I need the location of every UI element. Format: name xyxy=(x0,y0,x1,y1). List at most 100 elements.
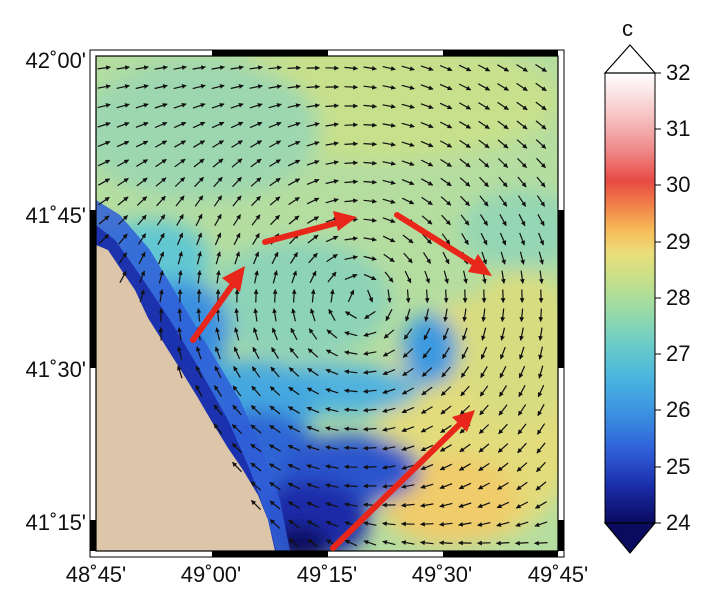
current-vector xyxy=(289,252,299,264)
current-vector xyxy=(420,122,434,129)
current-vector xyxy=(325,445,339,450)
current-vector xyxy=(250,405,262,415)
current-vector xyxy=(213,195,223,207)
current-vector xyxy=(291,289,297,303)
current-vector xyxy=(231,424,243,434)
current-vector xyxy=(364,310,376,320)
current-vector xyxy=(536,461,546,473)
current-vector xyxy=(479,195,489,207)
current-vector xyxy=(497,443,509,453)
current-vector xyxy=(98,178,111,186)
current-vector xyxy=(401,122,415,128)
current-vector xyxy=(477,522,491,527)
current-vector xyxy=(439,102,453,110)
current-vector xyxy=(214,213,222,226)
current-vector xyxy=(497,101,509,111)
current-vector xyxy=(420,84,434,90)
current-arrow-3 xyxy=(394,212,492,276)
current-vector xyxy=(249,84,263,89)
current-vector xyxy=(213,385,223,397)
current-vector xyxy=(459,443,471,453)
current-vector xyxy=(306,122,320,128)
current-vector xyxy=(97,140,111,147)
current-vector xyxy=(403,328,413,340)
current-vector xyxy=(156,214,166,226)
current-vector xyxy=(404,270,412,284)
current-vector xyxy=(441,366,451,378)
colorbar-tick: 26 xyxy=(666,397,691,422)
current-vector xyxy=(287,159,301,167)
sst-field xyxy=(96,56,558,551)
current-vector xyxy=(254,270,259,284)
current-vector xyxy=(234,327,240,341)
current-vector xyxy=(230,84,244,90)
current-vector xyxy=(136,196,148,206)
current-vector xyxy=(192,103,206,109)
current-vector xyxy=(499,214,507,227)
current-vector xyxy=(177,327,182,341)
colorbar-tick: 27 xyxy=(666,341,691,366)
current-vector xyxy=(519,270,525,284)
current-vector xyxy=(538,232,545,246)
current-vector xyxy=(213,176,223,188)
current-vector xyxy=(382,217,396,223)
current-vector xyxy=(497,462,509,472)
current-vector xyxy=(234,308,240,322)
current-vector xyxy=(363,351,377,356)
current-vector xyxy=(478,158,490,168)
current-vector xyxy=(250,499,262,511)
current-vector xyxy=(463,270,468,284)
current-vector xyxy=(402,367,414,377)
current-vector xyxy=(420,521,434,527)
current-vector xyxy=(326,329,338,339)
current-vector xyxy=(269,140,282,148)
current-vector xyxy=(460,385,470,397)
current-vector xyxy=(215,270,221,284)
current-vector xyxy=(269,196,281,206)
current-vector xyxy=(138,251,146,265)
current-vector xyxy=(459,121,472,129)
current-vector xyxy=(215,327,221,341)
current-vector xyxy=(382,369,396,376)
current-vector xyxy=(344,160,358,166)
current-vector xyxy=(268,65,282,71)
current-vector xyxy=(196,308,202,322)
current-vector xyxy=(498,195,508,207)
current-vector xyxy=(291,270,297,284)
current-vector xyxy=(344,311,357,319)
current-vector xyxy=(196,232,203,246)
current-vector xyxy=(344,407,358,413)
current-vector xyxy=(158,289,164,303)
current-vector xyxy=(363,426,377,432)
current-vector xyxy=(177,251,183,265)
current-vector xyxy=(288,196,300,206)
current-vector xyxy=(306,483,320,489)
current-vector xyxy=(325,235,339,243)
current-vector xyxy=(194,176,204,188)
current-vector xyxy=(479,214,489,226)
current-vector xyxy=(250,158,262,168)
current-vector xyxy=(363,369,377,375)
current-vector xyxy=(306,178,320,185)
current-vector xyxy=(325,349,338,357)
current-vector xyxy=(421,386,433,396)
current-vector xyxy=(424,308,429,322)
current-vector xyxy=(306,406,320,414)
current-vector xyxy=(325,407,339,413)
current-vector xyxy=(194,195,204,207)
current-vector xyxy=(271,327,278,341)
current-vector xyxy=(232,461,242,473)
current-vector xyxy=(177,308,183,322)
current-vector xyxy=(344,388,358,394)
current-vector xyxy=(307,348,319,358)
current-vector xyxy=(288,178,301,186)
current-vector xyxy=(443,308,448,322)
current-vector xyxy=(97,103,111,109)
current-vector xyxy=(458,522,472,527)
current-vector xyxy=(462,308,468,322)
current-vector xyxy=(535,101,547,111)
current-vector xyxy=(249,103,263,109)
current-vector xyxy=(480,366,488,379)
current-vector xyxy=(192,121,206,129)
current-vector xyxy=(481,327,487,341)
